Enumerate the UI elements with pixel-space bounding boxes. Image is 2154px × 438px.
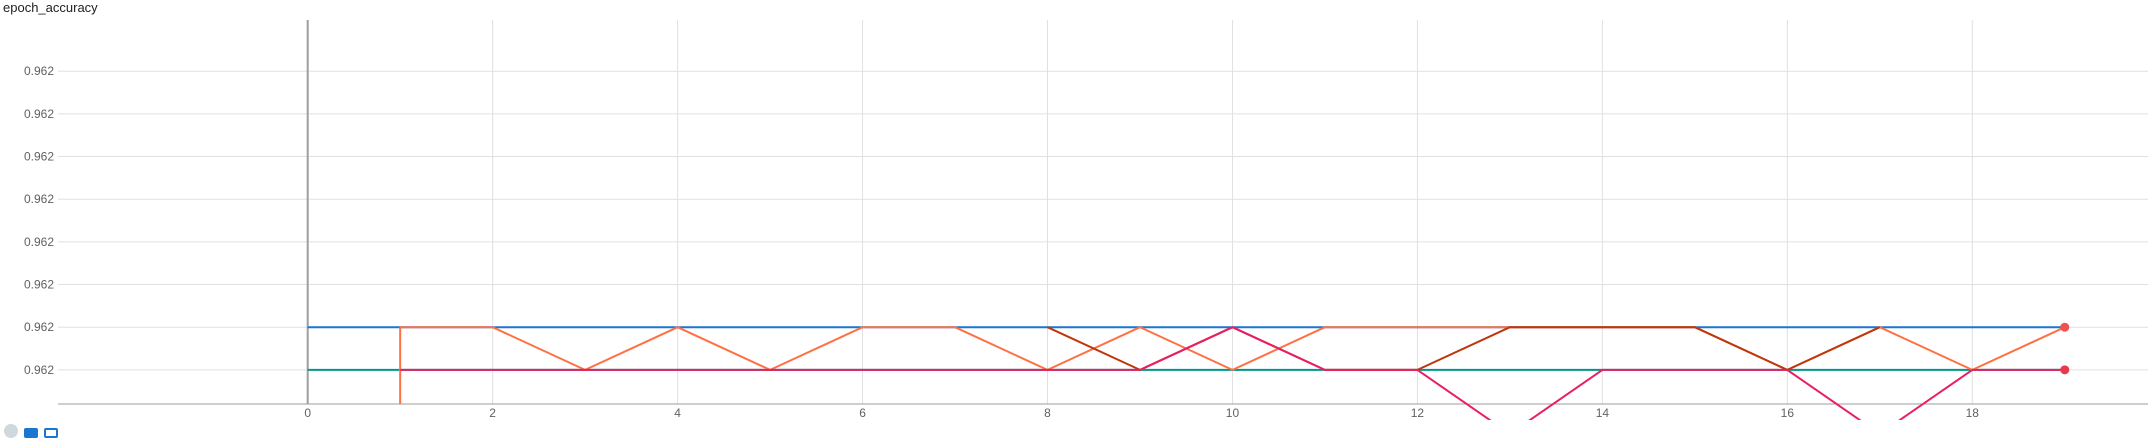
x-tick-label: 10 xyxy=(1226,406,1240,420)
x-tick-label: 4 xyxy=(674,406,681,420)
grid xyxy=(58,20,2148,404)
x-axis: 0 2 4 6 8 10 12 14 16 18 xyxy=(58,403,2148,420)
y-tick-label: 0.962 xyxy=(24,278,54,292)
x-tick-label: 14 xyxy=(1596,406,1610,420)
series-lines xyxy=(307,326,2066,420)
x-tick-label: 8 xyxy=(1044,406,1051,420)
y-axis: 0.962 0.962 0.962 0.962 0.962 0.962 0.962 0.962 xyxy=(24,64,54,377)
end-marker-0 xyxy=(2060,322,2070,332)
end-markers xyxy=(2060,322,2070,375)
end-marker-1 xyxy=(2060,365,2070,375)
y-tick-label: 0.962 xyxy=(24,320,54,334)
series-line-4 xyxy=(400,326,2065,420)
y-tick-label: 0.962 xyxy=(24,192,54,206)
expand-icon[interactable] xyxy=(4,424,18,438)
y-tick-label: 0.962 xyxy=(24,363,54,377)
series-line-3 xyxy=(1047,326,1881,371)
y-tick-label: 0.962 xyxy=(24,107,54,121)
x-tick-label: 2 xyxy=(489,406,496,420)
y-tick-label: 0.962 xyxy=(24,150,54,164)
y-tick-label: 0.962 xyxy=(24,64,54,78)
y-tick-label: 0.962 xyxy=(24,235,54,249)
chart-title: epoch_accuracy xyxy=(3,0,98,15)
data-icon[interactable] xyxy=(24,428,38,438)
x-tick-label: 16 xyxy=(1781,406,1795,420)
x-tick-label: 18 xyxy=(1966,406,1980,420)
fit-icon[interactable] xyxy=(44,428,58,438)
x-tick-label: 6 xyxy=(859,406,866,420)
x-tick-label: 0 xyxy=(304,406,311,420)
chart-plot[interactable]: 0.9620.9620.9620.9620.9620.9620.9620.962… xyxy=(0,0,2154,420)
x-tick-label: 12 xyxy=(1411,406,1425,420)
